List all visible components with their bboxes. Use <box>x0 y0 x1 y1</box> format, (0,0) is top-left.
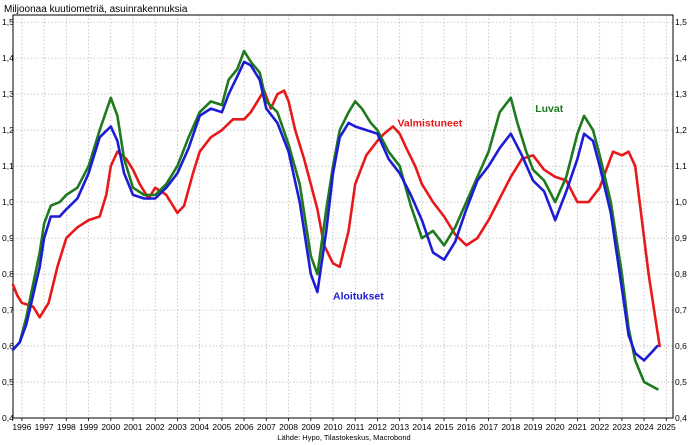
y-tick-label-left: 1,5 <box>2 17 14 27</box>
x-tick-label: 2003 <box>168 422 187 432</box>
x-tick-label: 1997 <box>35 422 54 432</box>
series-line-valmistuneet <box>11 89 661 348</box>
y-tick-label-right: 1,2 <box>675 125 687 135</box>
y-tick-label-left: 0,4 <box>2 413 14 423</box>
y-tick-label-right: 0,5 <box>675 377 687 387</box>
y-tick-label-right: 1,1 <box>675 161 687 171</box>
y-tick-label-left: 1,0 <box>2 197 14 207</box>
x-tick-label: 2017 <box>479 422 498 432</box>
x-tick-label: 1996 <box>12 422 31 432</box>
y-tick-label-left: 1,4 <box>2 53 14 63</box>
plot-frame <box>12 14 674 419</box>
source-note: Lähde: Hypo, Tilastokeskus, Macrobond <box>277 433 410 442</box>
x-tick-label: 1998 <box>57 422 76 432</box>
y-tick-label-right: 0,4 <box>675 413 687 423</box>
y-tick-label-right: 0,6 <box>675 341 687 351</box>
series-labels: Valmistuneet Luvat Aloitukset <box>333 103 564 302</box>
y-tick-label-right: 1,0 <box>675 197 687 207</box>
x-tick-label: 2022 <box>590 422 609 432</box>
x-tick-label: 2024 <box>635 422 654 432</box>
x-tick-label: 2020 <box>546 422 565 432</box>
x-tick-label: 2007 <box>257 422 276 432</box>
y-tick-label-right: 0,7 <box>675 305 687 315</box>
series-label-aloitukset: Aloitukset <box>333 290 384 302</box>
series-lines <box>11 49 661 391</box>
y-tick-label-left: 0,7 <box>2 305 14 315</box>
x-tick-label: 2023 <box>612 422 631 432</box>
x-tick-label: 2000 <box>101 422 120 432</box>
x-tick-label: 2010 <box>324 422 343 432</box>
y-tick-label-left: 1,3 <box>2 89 14 99</box>
y-tick-label-left: 0,8 <box>2 269 14 279</box>
gridlines <box>13 15 673 419</box>
y-tick-label-left: 0,5 <box>2 377 14 387</box>
x-tick-label: 2014 <box>412 422 431 432</box>
x-tick-label: 2018 <box>501 422 520 432</box>
x-tick-label: 2008 <box>279 422 298 432</box>
y-axis-left: 0,4 0,5 0,6 0,7 0,8 0,9 1,0 1,1 1,2 1,3 1,4 1,5 <box>2 17 14 423</box>
y-tick-label-left: 0,9 <box>2 233 14 243</box>
x-tick-label: 2009 <box>301 422 320 432</box>
x-tick-label: 2001 <box>124 422 143 432</box>
x-tick-label: 2002 <box>146 422 165 432</box>
y-tick-label-right: 1,3 <box>675 89 687 99</box>
y-tick-label-left: 1,1 <box>2 161 14 171</box>
x-tick-label: 2025 <box>657 422 676 432</box>
y-axis-right: 0,4 0,5 0,6 0,7 0,8 0,9 1,0 1,1 1,2 1,3 1,4 1,5 <box>675 17 687 423</box>
x-tick-label: 2021 <box>568 422 587 432</box>
x-tick-label: 2005 <box>212 422 231 432</box>
series-label-luvat: Luvat <box>535 103 564 115</box>
y-tick-label-right: 0,9 <box>675 233 687 243</box>
y-tick-label-right: 1,5 <box>675 17 687 27</box>
x-axis: 1996 1997 1998 1999 2000 2001 2002 2003 2004 2005… <box>12 418 676 432</box>
x-tick-label: 2013 <box>390 422 409 432</box>
x-tick-label: 1999 <box>79 422 98 432</box>
y-tick-label-left: 1,2 <box>2 125 14 135</box>
y-tick-label-right: 1,4 <box>675 53 687 63</box>
x-tick-label: 2011 <box>346 422 365 432</box>
chart-title: Miljoonaa kuutiometriä, asuinrakennuksia <box>4 4 188 15</box>
series-line-aloitukset <box>11 60 659 362</box>
series-label-valmistuneet: Valmistuneet <box>397 118 462 130</box>
x-tick-label: 2016 <box>457 422 476 432</box>
x-tick-label: 2019 <box>524 422 543 432</box>
y-tick-label-left: 0,6 <box>2 341 14 351</box>
x-tick-label: 2012 <box>368 422 387 432</box>
series-line-luvat <box>11 49 659 391</box>
y-tick-label-right: 0,8 <box>675 269 687 279</box>
x-tick-label: 2015 <box>435 422 454 432</box>
x-tick-label: 2006 <box>235 422 254 432</box>
x-tick-label: 2004 <box>190 422 209 432</box>
